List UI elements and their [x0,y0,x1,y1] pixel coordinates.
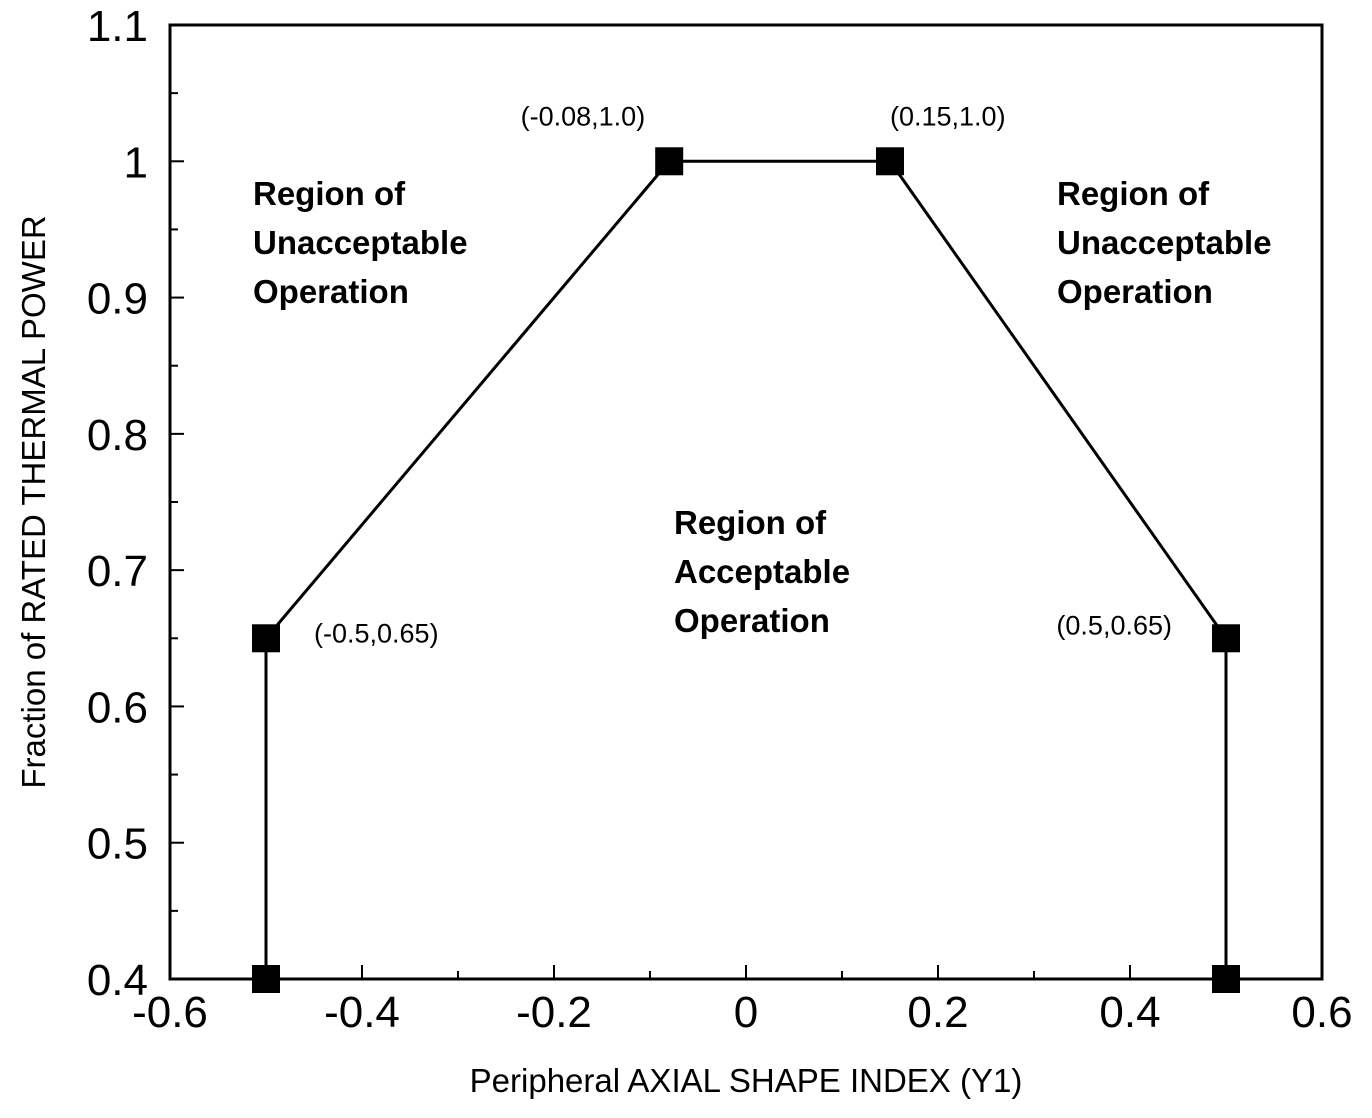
region-label: Region of Unacceptable Operation [253,175,468,310]
y-tick-label: 1.1 [87,2,148,51]
y-tick-label: 0.7 [87,547,148,596]
data-point [1212,965,1240,993]
x-tick-label: -0.4 [324,988,400,1037]
x-tick-label: 0.4 [1099,988,1160,1037]
region-label: Region of Acceptable Operation [674,504,850,639]
point-label: (-0.5,0.65) [314,618,439,648]
region-label: Region of Unacceptable Operation [1057,175,1272,310]
y-axis-label: Fraction of RATED THERMAL POWER [15,215,52,788]
axis-tick-labels: -0.6 -0.4 -0.2 0 0.2 0.4 0.6 0.4 0.5 0.6 0.7 0.8 0.9… [87,2,1353,1037]
y-tick-label: 0.8 [87,411,148,460]
point-label: (0.15,1.0) [890,101,1006,131]
x-axis-label: Peripheral AXIAL SHAPE INDEX (Y1) [470,1062,1023,1099]
x-tick-label: 0.2 [907,988,968,1037]
axis-ticks [169,24,1323,980]
y-tick-label: 0.4 [87,956,148,1005]
x-tick-label: -0.6 [132,988,208,1037]
data-point [876,147,904,176]
y-tick-label: 1 [124,138,148,187]
data-point [1212,624,1240,653]
x-tick-label: 0 [734,988,758,1037]
region-labels: Region of Unacceptable Operation Region of U… [253,175,1272,639]
data-point [252,624,280,653]
point-labels: (-0.08,1.0) (0.15,1.0) (-0.5,0.65) (0.5,0.6… [314,101,1172,648]
y-tick-label: 0.6 [87,683,148,732]
data-point [655,147,684,176]
series-line [264,159,1228,979]
series-layer [252,147,1240,993]
point-label: (0.5,0.65) [1056,610,1172,640]
data-point [252,965,280,993]
x-tick-label: -0.2 [516,988,592,1037]
point-label: (-0.08,1.0) [521,101,646,131]
y-tick-label: 0.5 [87,820,148,869]
plot-frame [168,23,1324,981]
y-tick-label: 0.9 [87,275,148,324]
x-tick-label: 0.6 [1291,988,1352,1037]
